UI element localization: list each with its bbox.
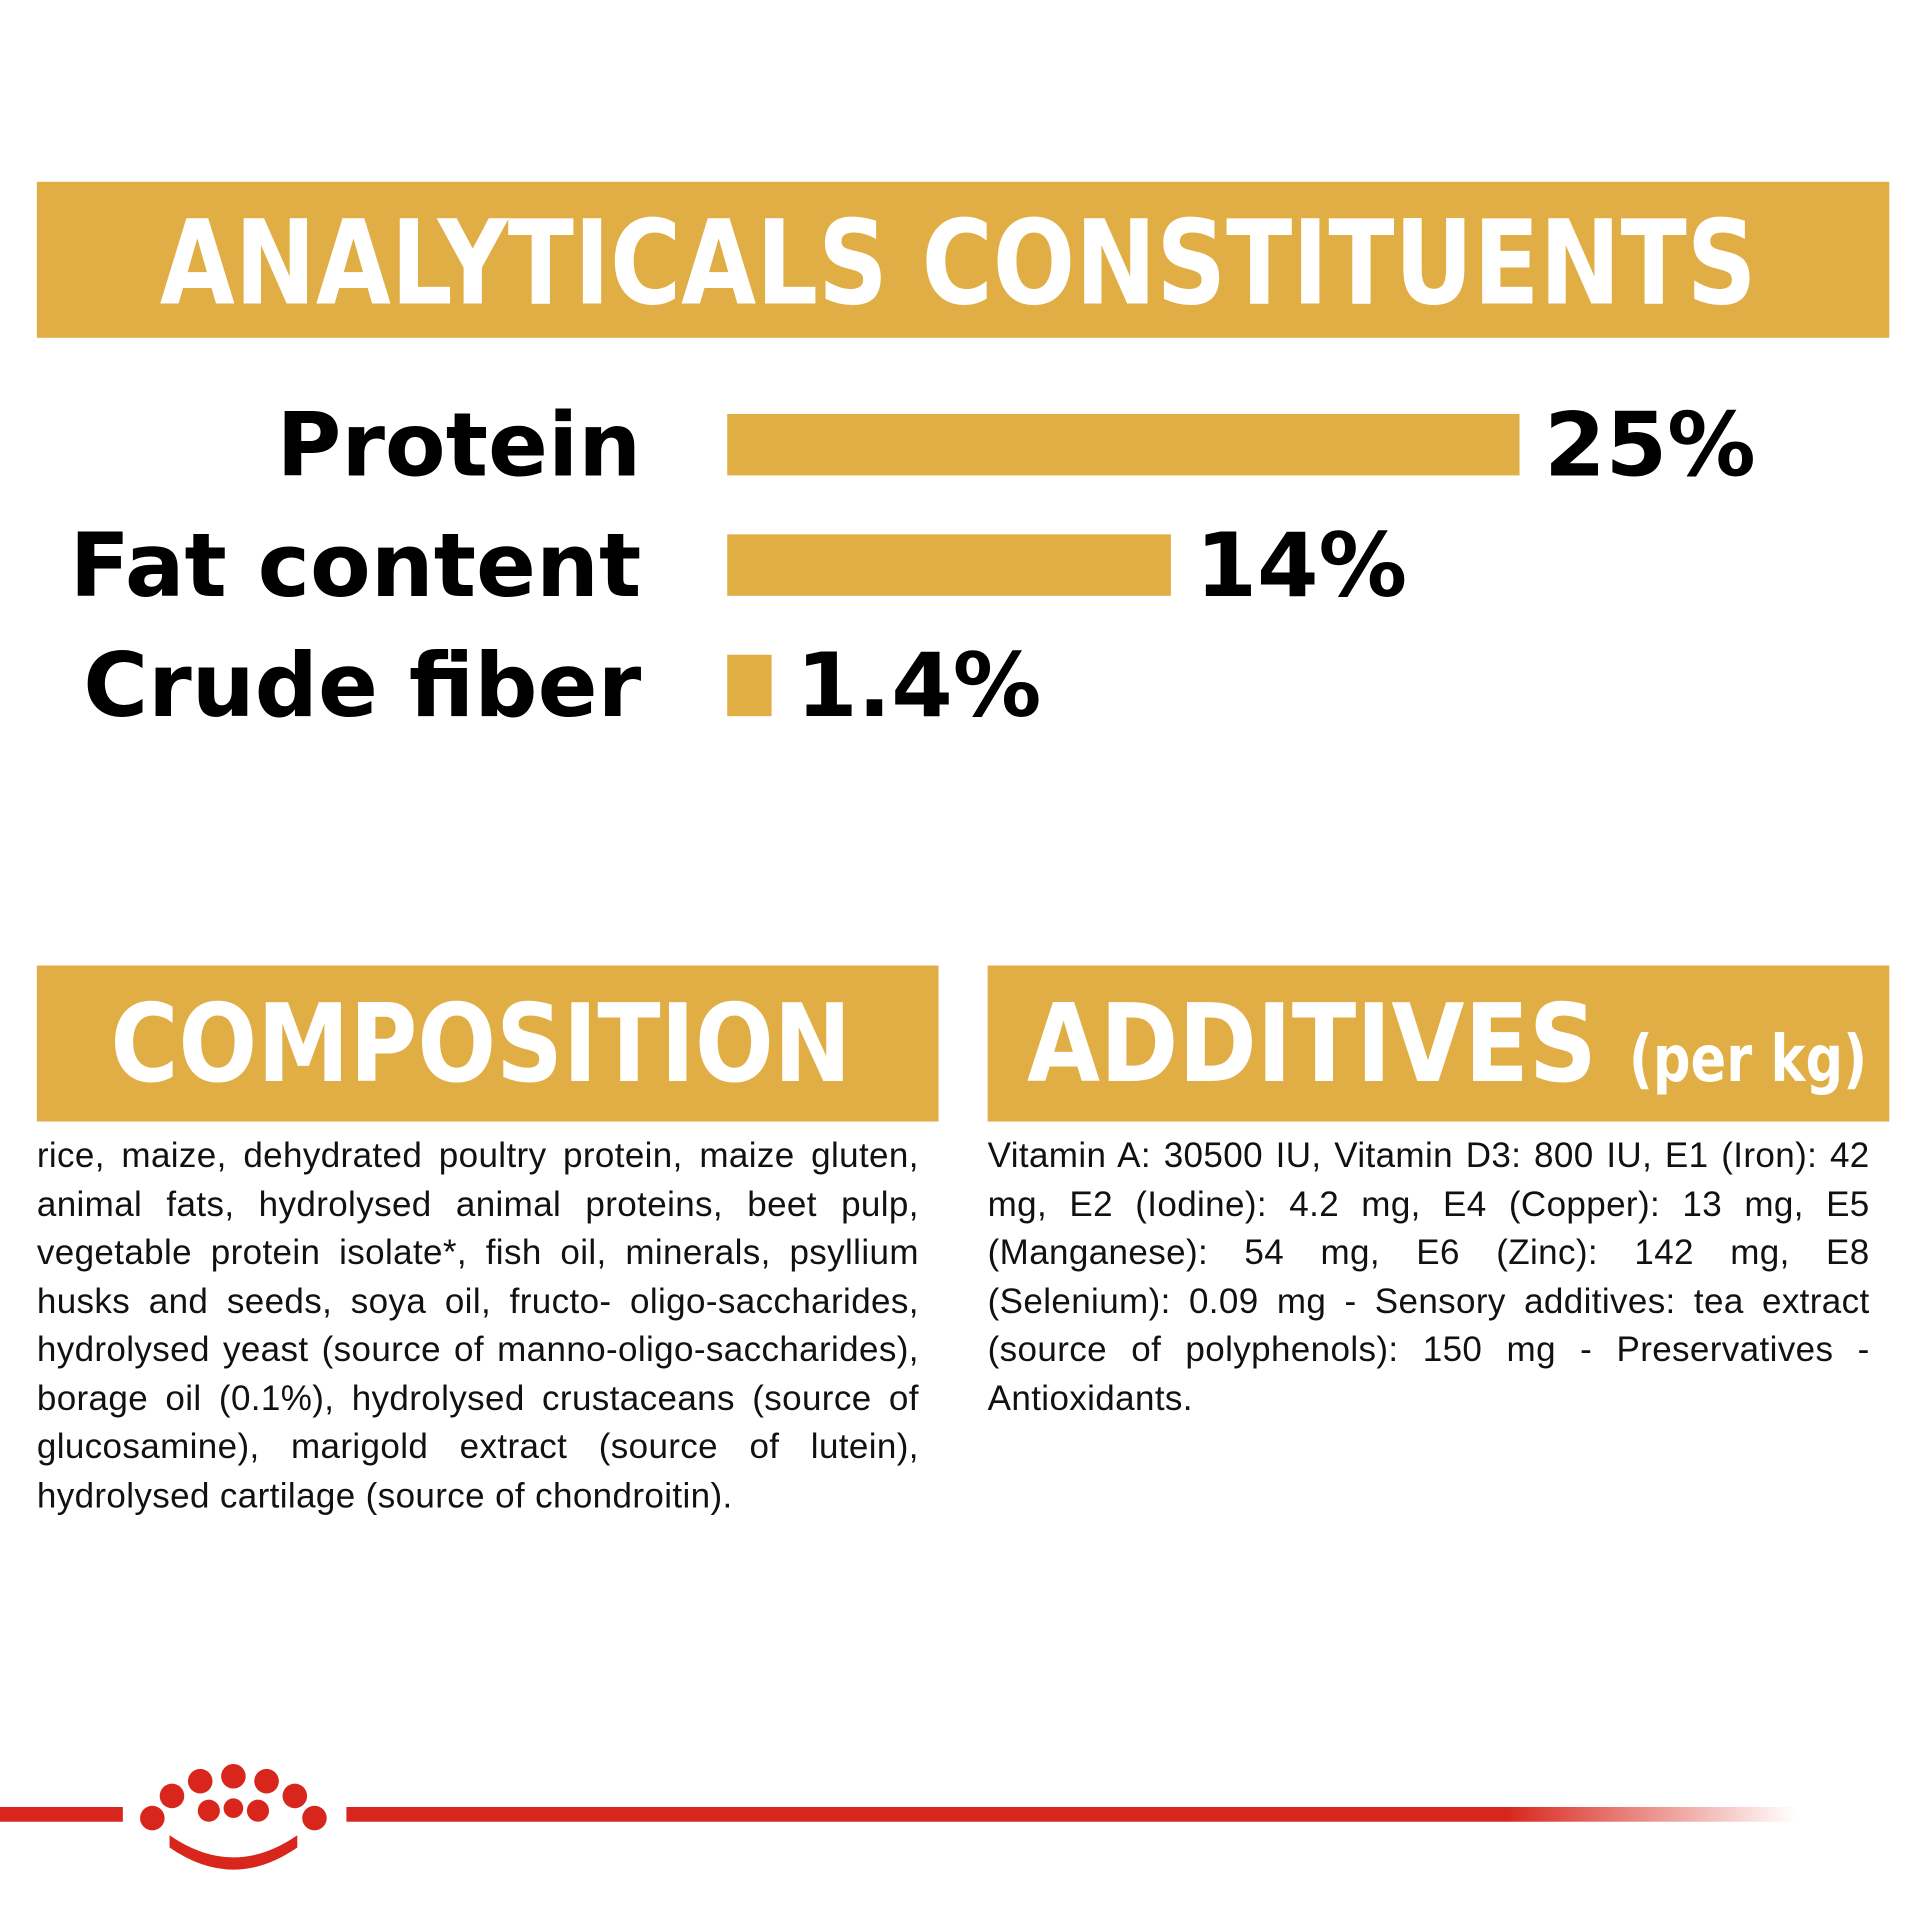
brand-logo bbox=[140, 1763, 327, 1870]
category-label: Crude fiber bbox=[83, 634, 641, 737]
bar bbox=[727, 413, 1520, 476]
category-label: Protein bbox=[277, 393, 642, 496]
brand-line bbox=[346, 1806, 1796, 1822]
additives-band bbox=[987, 965, 1890, 1122]
bar bbox=[727, 534, 1171, 596]
bar-chart: Protein 25% Fat content 14% Crude fiber 1.4% bbox=[70, 393, 1756, 737]
brand-line bbox=[0, 1806, 123, 1822]
value-label: 1.4% bbox=[796, 634, 1041, 737]
value-label: 25% bbox=[1544, 393, 1756, 496]
composition-text: rice, maize, dehydrated poultry protein,… bbox=[36, 1136, 919, 1516]
title-band bbox=[36, 181, 1890, 338]
additives-text: Vitamin A: 30500 IU, Vitamin D3: 800 IU,… bbox=[987, 1136, 1870, 1419]
bar bbox=[727, 654, 772, 717]
value-label: 14% bbox=[1195, 514, 1407, 617]
composition-band bbox=[36, 965, 939, 1122]
category-label: Fat content bbox=[70, 514, 642, 617]
composition-title: COMPOSITION bbox=[111, 982, 852, 1107]
additives-title: ADDITIVES bbox=[1027, 982, 1597, 1107]
additives-unit: (per kg) bbox=[1629, 1023, 1867, 1097]
section-title: ANALYTICALS CONSTITUENTS bbox=[160, 195, 1757, 331]
